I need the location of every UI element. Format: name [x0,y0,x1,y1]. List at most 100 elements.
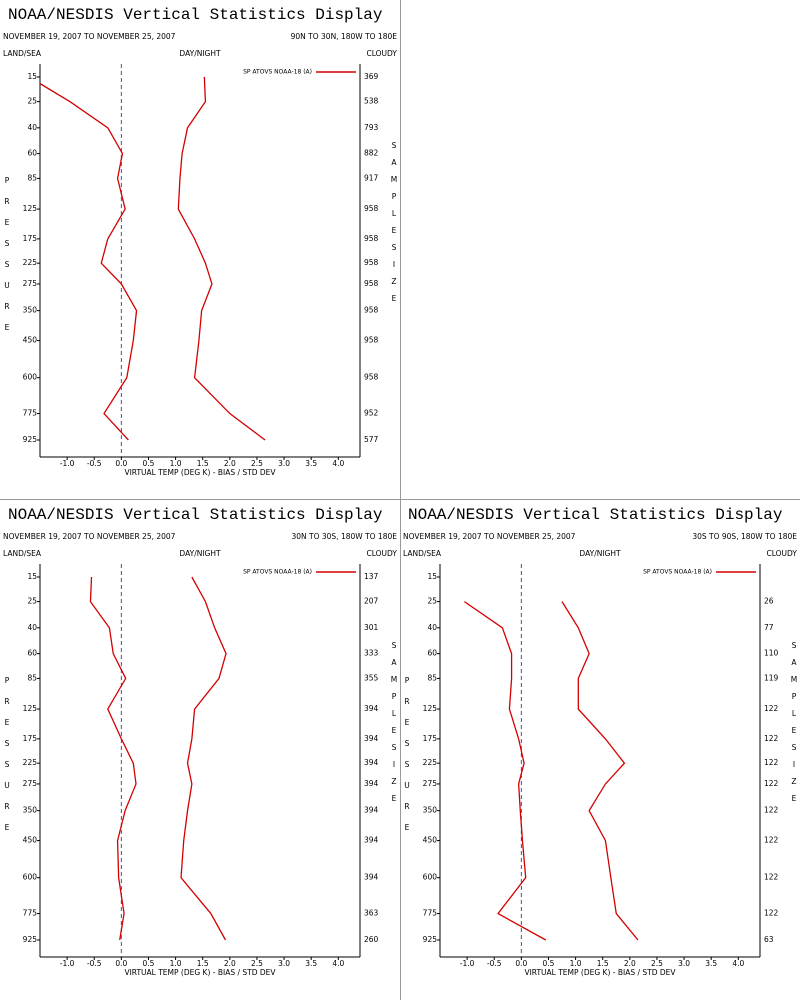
plot-area [89,576,227,941]
land-sea: LAND/SEA [3,49,42,58]
y-tick-label: 275 [23,279,38,288]
x-tick-label: 1.5 [597,959,609,968]
series-line [464,601,547,941]
x-tick-label: 4.0 [332,959,344,968]
series-line [180,576,227,941]
sample-size: 577 [364,435,379,444]
y-tick-label: 60 [427,649,437,658]
sample-size: 122 [764,734,779,743]
sample-size: 122 [764,873,779,882]
y-tick-label: 60 [27,649,37,658]
x-tick-label: 3.0 [278,959,290,968]
sample-size: 333 [364,649,379,658]
y-tick-label: 225 [23,758,38,767]
y-tick-label: 225 [423,758,438,767]
sample-size: 122 [764,758,779,767]
x-tick-label: 1.5 [197,459,209,468]
x-tick-label: 2.5 [251,459,263,468]
y-tick-label: 600 [23,373,38,382]
sample-size: 363 [364,909,379,918]
sample-size: 952 [364,409,379,418]
sample-size: 369 [364,72,379,81]
sample-size: 122 [764,836,779,845]
sample-size: 110 [764,649,779,658]
chart-title: NOAA/NESDIS Vertical Statistics Display [408,506,783,524]
land-sea: LAND/SEA [403,549,442,558]
x-tick-label: 3.0 [678,959,690,968]
y-tick-label: 15 [27,572,37,581]
sample-size: 882 [364,149,379,158]
y-tick-label: 175 [23,234,38,243]
chart-title: NOAA/NESDIS Vertical Statistics Display [8,506,383,524]
sample-size: 394 [364,873,379,882]
y-tick-label: 450 [23,336,38,345]
sample-size: 355 [364,673,379,682]
y-tick-label: 600 [423,873,438,882]
y-tick-label: 25 [427,597,437,606]
sample-size: 958 [364,373,379,382]
sample-size: 301 [364,623,379,632]
y-tick-label: 85 [27,673,37,682]
x-tick-label: 2.0 [224,459,236,468]
x-tick-label: 1.0 [170,459,182,468]
x-axis-label: VIRTUAL TEMP (DEG K) - BIAS / STD DEV [124,968,276,977]
land-sea: LAND/SEA [3,549,42,558]
sample-size: 793 [364,123,379,132]
x-tick-label: -1.0 [60,459,75,468]
y-tick-label: 15 [27,72,37,81]
x-tick-label: 0.0 [115,959,127,968]
x-tick-label: 3.0 [278,459,290,468]
x-tick-label: 0.5 [143,459,155,468]
y-tick-label: 125 [423,704,438,713]
sample-size: 122 [764,704,779,713]
y-tick-label: 350 [423,806,438,815]
region: 90N TO 30N, 180W TO 180E [291,32,398,41]
day-night: DAY/NIGHT [179,49,221,58]
day-night: DAY/NIGHT [179,549,221,558]
sample-size: 26 [764,597,774,606]
series-line [177,76,266,441]
sample-size: 122 [764,909,779,918]
sample-size: 394 [364,758,379,767]
x-tick-label: 0.0 [515,959,527,968]
y-tick-label: 450 [23,836,38,845]
x-tick-label: -1.0 [60,959,75,968]
sample-size: 63 [764,935,774,944]
x-tick-label: 2.0 [624,959,636,968]
sample-size: 394 [364,806,379,815]
plot-area [40,76,266,441]
region: 30N TO 30S, 180W TO 180E [291,532,397,541]
y-tick-label: 25 [27,597,37,606]
y-tick-label: 350 [23,806,38,815]
day-night: DAY/NIGHT [579,549,621,558]
sample-size: 77 [764,623,774,632]
y-tick-label: 775 [23,409,38,418]
x-tick-label: 2.0 [224,959,236,968]
y-tick-label: 225 [23,258,38,267]
series-line [40,82,138,441]
y-tick-label: 25 [27,97,37,106]
cloudy: CLOUDY [367,549,398,558]
y-tick-label: 85 [27,173,37,182]
legend-label: SP ATOVS NOAA-18 (A) [243,569,312,576]
legend-label: SP ATOVS NOAA-18 (A) [243,69,312,76]
sample-size: 260 [364,935,379,944]
x-tick-label: 1.5 [197,959,209,968]
y-tick-label: 925 [23,935,38,944]
y-tick-label: 15 [427,572,437,581]
sample-size: 958 [364,279,379,288]
sample-size: 958 [364,204,379,213]
x-tick-label: 2.5 [651,959,663,968]
sample-size: 958 [364,234,379,243]
y-tick-label: 125 [23,704,38,713]
legend-label: SP ATOVS NOAA-18 (A) [643,569,712,576]
x-tick-label: 4.0 [332,459,344,468]
x-tick-label: 0.5 [143,959,155,968]
y-tick-label: 775 [23,909,38,918]
y-tick-label: 40 [427,623,437,632]
y-tick-label: 775 [423,909,438,918]
sample-size: 394 [364,734,379,743]
x-tick-label: 2.5 [251,959,263,968]
